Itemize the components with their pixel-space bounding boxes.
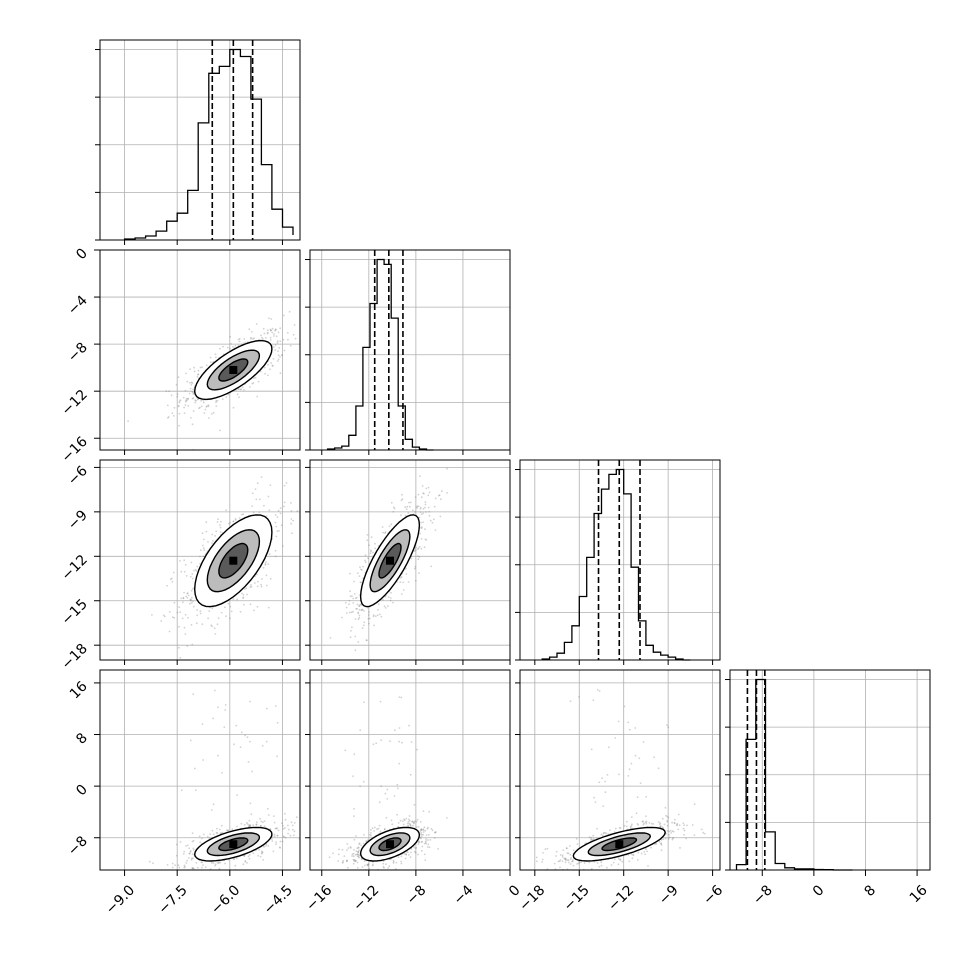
y-tick-label: −12 — [59, 387, 91, 419]
contour-line — [601, 837, 638, 852]
x-tick-label: −6.0 — [208, 882, 243, 917]
x-tick-label: 8 — [861, 882, 879, 900]
panel-frame — [309, 249, 511, 451]
density-peak — [386, 556, 394, 565]
y-tick-label: −6 — [65, 463, 91, 489]
panel-frame — [99, 39, 301, 241]
x-tick-label: −4 — [451, 882, 477, 908]
x-tick-label: −9.0 — [103, 882, 138, 917]
y-tick-label: −4 — [65, 293, 91, 319]
scatter-panel-4-2 — [309, 669, 511, 871]
contour-line — [206, 832, 261, 857]
x-tick-label: −12 — [350, 882, 382, 914]
scatter-panel-3-2 — [309, 459, 511, 661]
panel-content — [328, 696, 448, 870]
panel-background — [100, 460, 300, 660]
x-tick-label: 0 — [810, 882, 828, 900]
density-peak — [229, 366, 238, 374]
histogram-step — [326, 258, 434, 451]
contour-line — [206, 349, 261, 391]
x-tick-label: −12 — [605, 882, 637, 914]
contour-line — [369, 529, 411, 593]
contour-line — [359, 826, 421, 862]
panel-frame — [729, 669, 931, 871]
scatter-panel-2-1 — [99, 249, 301, 451]
x-tick-label: −8 — [750, 882, 776, 908]
contour-line — [218, 358, 249, 382]
histogram-panel-1 — [95, 39, 301, 241]
x-tick-label: −6 — [700, 882, 726, 908]
x-tick-label: −18 — [516, 882, 548, 914]
panel-content — [329, 467, 448, 652]
panel-frame — [99, 249, 301, 451]
contour-line — [218, 837, 249, 852]
y-tick-label: −8 — [65, 340, 91, 366]
y-tick-label: 8 — [73, 730, 91, 748]
x-tick-label: 16 — [907, 882, 931, 906]
panel-background — [100, 670, 300, 870]
panel-frame — [99, 669, 301, 871]
panel-frame — [519, 459, 721, 661]
panel-background — [100, 40, 300, 240]
y-tick-label: −8 — [65, 833, 91, 859]
x-tick-label: −16 — [303, 882, 335, 914]
contour-line — [378, 837, 402, 852]
y-tick-label: 0 — [73, 246, 91, 264]
y-tick-label: −15 — [59, 596, 91, 628]
contour-line — [587, 832, 652, 857]
panel-background — [730, 670, 930, 870]
y-tick-label: 0 — [73, 782, 91, 800]
y-tick-label: −12 — [59, 552, 91, 584]
panel-frame — [309, 669, 511, 871]
panel-background — [310, 460, 510, 660]
y-tick-label: 16 — [67, 678, 91, 702]
histogram-panel-4 — [725, 669, 931, 871]
panel-content — [151, 476, 299, 659]
panel-background — [310, 250, 510, 450]
panel-frame — [309, 459, 511, 661]
contour-line — [378, 542, 402, 579]
contour-line — [572, 826, 666, 862]
density-peak — [229, 840, 238, 849]
contour-line — [359, 514, 421, 608]
contour-line — [218, 542, 249, 579]
density-peak — [386, 840, 394, 849]
x-tick-label: −7.5 — [155, 882, 190, 917]
panel-content — [127, 310, 297, 450]
density-peak — [615, 840, 624, 849]
histogram-panel-3 — [515, 459, 721, 661]
x-tick-label: −15 — [561, 882, 593, 914]
panel-frame — [519, 669, 721, 871]
histogram-panel-2 — [305, 249, 511, 451]
scatter-panel-3-1 — [99, 459, 301, 661]
contour-line — [369, 832, 411, 857]
histogram-step — [123, 48, 294, 240]
scatter-panel-4-3 — [519, 669, 721, 871]
x-tick-label: −9 — [656, 882, 682, 908]
panel-content — [148, 689, 300, 870]
histogram-step — [541, 468, 691, 661]
density-peak — [229, 556, 238, 565]
y-tick-label: −9 — [65, 507, 91, 533]
contour-line — [193, 826, 273, 862]
contour-line — [193, 514, 273, 608]
scatter-panel-4-1 — [99, 669, 301, 871]
contour-line — [206, 529, 261, 593]
x-tick-label: −4.5 — [261, 882, 296, 917]
x-tick-label: −8 — [404, 882, 430, 908]
y-tick-label: −16 — [59, 434, 91, 466]
contour-line — [193, 339, 273, 401]
y-tick-label: −18 — [59, 641, 91, 673]
panel-frame — [99, 459, 301, 661]
